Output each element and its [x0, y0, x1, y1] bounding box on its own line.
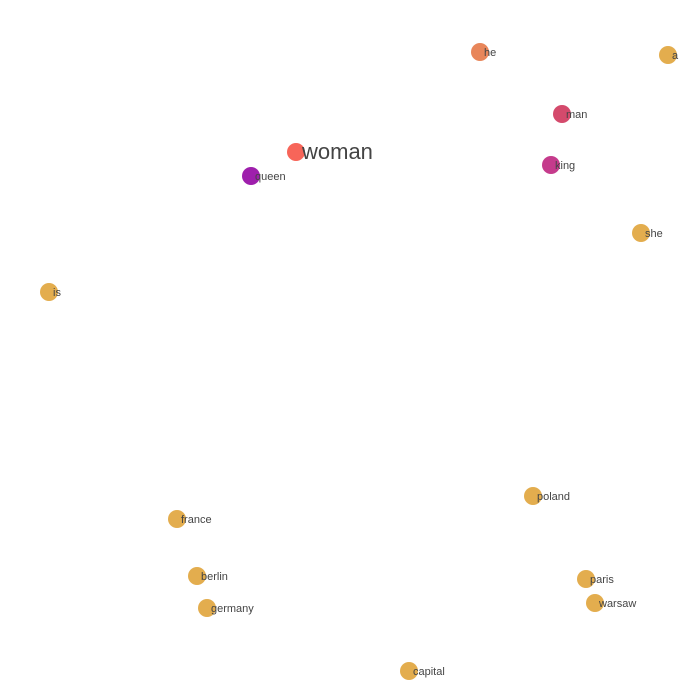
point-label-capital: capital: [413, 666, 445, 678]
point-label-king: king: [555, 160, 575, 172]
point-label-she: she: [645, 228, 663, 240]
point-label-man: man: [566, 109, 587, 121]
point-label-germany: germany: [211, 603, 254, 615]
point-label-woman: woman: [301, 139, 373, 164]
point-label-he: he: [484, 47, 496, 59]
point-label-is: is: [53, 287, 61, 299]
point-label-paris: paris: [590, 574, 614, 586]
point-label-berlin: berlin: [201, 571, 228, 583]
point-label-france: france: [181, 514, 212, 526]
point-label-a: a: [672, 50, 679, 62]
point-label-poland: poland: [537, 491, 570, 503]
point-label-queen: queen: [255, 171, 286, 183]
point-label-warsaw: warsaw: [598, 598, 636, 610]
